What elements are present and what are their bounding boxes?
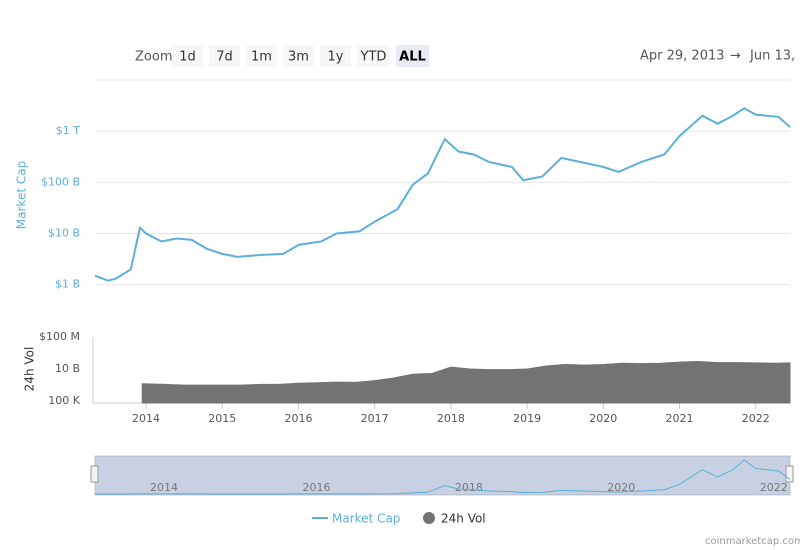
x-tick-label: 2015 [208,412,236,425]
zoom-button-label[interactable]: YTD [360,50,387,65]
range-to: Jun 13, 2022 [749,49,800,64]
zoom-button-label[interactable]: ALL [399,50,426,65]
x-tick-label: 2022 [742,412,770,425]
navigator-tick-label: 2018 [455,481,483,494]
y-tick-label: $100 M [39,330,80,343]
range-separator: → [730,49,741,64]
x-tick-label: 2018 [437,412,465,425]
zoom-button-label[interactable]: 1d [179,50,196,65]
zoom-button[interactable] [320,45,351,67]
zoom-button-label[interactable]: 1m [251,50,272,65]
navigator-tick-label: 2020 [607,481,635,494]
legend-symbol[interactable] [423,512,435,524]
range-from: Apr 29, 2013 [640,49,725,64]
zoom-button[interactable] [283,45,314,67]
navigator [94,455,791,496]
y-tick-label: 100 K [48,394,80,407]
legend-label[interactable]: 24h Vol [441,512,486,526]
x-tick-label: 2019 [513,412,541,425]
zoom-button[interactable] [396,45,429,67]
line [94,107,791,282]
x-tick-label: 2016 [284,412,312,425]
zoom-button[interactable] [172,45,203,67]
x-tick-label: 2021 [666,412,694,425]
x-tick-label: 2017 [361,412,389,425]
zoom-button[interactable] [209,45,240,67]
x-tick-label: 2014 [132,412,160,425]
credit: coinmarketcap.com [705,536,800,547]
navigator-tick-label: 2016 [302,481,330,494]
y-tick-label: $10 B [48,227,80,240]
navigator-mask[interactable] [95,456,790,495]
legend-label[interactable]: Market Cap [332,512,400,526]
zoom-button-label[interactable]: 7d [216,50,233,65]
zoom-button[interactable] [246,45,277,67]
zoom-button-label[interactable]: 3m [288,50,309,65]
y-tick-label: $1 T [56,124,80,137]
area [141,360,791,404]
y-axis-title: Market Cap [15,161,29,229]
navigator-handle[interactable] [785,465,794,483]
zoom-label: Zoom [135,50,172,65]
navigator-tick-label: 2014 [150,481,178,494]
navigator-handle[interactable] [90,465,99,483]
y-axis-title: 24h Vol [23,347,37,392]
y-tick-label: $1 B [55,278,80,291]
y-tick-label: 10 B [55,362,80,375]
navigator-tick-label: 2022 [760,481,788,494]
zoom-button-label[interactable]: 1y [328,50,344,65]
navigator-line [94,459,791,495]
y-tick-label: $100 B [41,175,80,188]
x-tick-label: 2020 [589,412,617,425]
zoom-button[interactable] [357,45,390,67]
